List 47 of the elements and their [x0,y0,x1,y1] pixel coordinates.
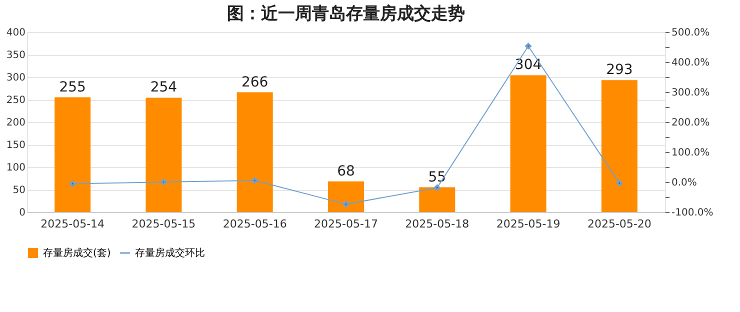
x-tick-label: 2025-05-19 [496,218,560,230]
x-tick-label: 2025-05-14 [40,218,105,230]
x-tick-label: 2025-05-17 [314,218,378,230]
bar [419,187,456,212]
y2-tick-label: 300.0% [672,88,710,98]
bar [601,80,638,212]
data-label: 293 [606,62,633,78]
y-tick-label: 250 [6,95,26,106]
y-tick-label: 400 [6,28,26,38]
y-tick-label: 200 [6,118,26,128]
point [69,180,76,187]
y-tick-label: 300 [6,72,26,84]
y-tick-label: 50 [12,185,26,196]
data-label: 304 [514,57,542,74]
y-tick-label: 150 [6,140,26,151]
y-tick-label: 100 [6,162,26,174]
chart-title: 图：近一周青岛存量房成交走势 [227,4,465,24]
bar [146,98,182,212]
y2-tick-label: 200.0% [672,118,710,128]
point [616,180,623,186]
bar [510,75,546,212]
point [525,42,532,50]
bar [328,181,364,212]
data-label: 55 [428,169,446,186]
point [434,184,440,191]
data-label: 254 [150,80,178,96]
y-tick-label: 350 [6,50,26,61]
x-tick-label: 2025-05-16 [222,218,287,230]
x-tick-label: 2025-05-20 [587,218,652,230]
data-label: 255 [59,79,86,96]
y-tick-label: 0 [19,208,26,218]
point [160,178,167,186]
data-label: 68 [337,163,355,180]
y2-tick-label: 500.0% [672,28,710,38]
point [252,177,258,184]
bar [236,92,273,212]
point [342,201,350,208]
bar [54,97,91,212]
y2-tick-label: 400.0% [672,58,710,68]
x-tick-label: 2025-05-18 [405,218,470,230]
legend-label: 存量房成交(套) [43,247,111,259]
y2-tick-label: 0.0% [672,178,697,188]
legend-label: 存量房成交环比 [135,247,205,259]
y2-tick-label: -100.0% [672,208,714,218]
y2-tick-label: 100.0% [672,148,710,158]
x-tick-label: 2025-05-15 [132,218,196,230]
data-label: 266 [241,74,268,90]
